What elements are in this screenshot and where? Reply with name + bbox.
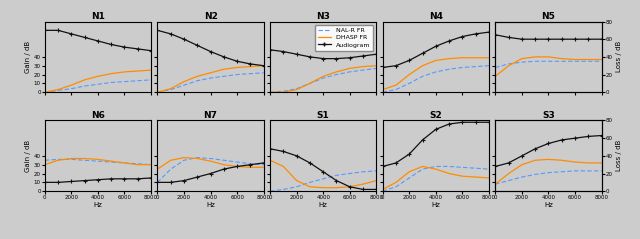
Title: S1: S1 [317, 111, 330, 120]
X-axis label: Hz: Hz [319, 202, 328, 208]
X-axis label: Hz: Hz [431, 202, 440, 208]
Title: S2: S2 [429, 111, 442, 120]
Title: N2: N2 [204, 12, 218, 21]
Y-axis label: Gain / dB: Gain / dB [25, 41, 31, 73]
Title: S3: S3 [542, 111, 555, 120]
Title: N6: N6 [91, 111, 105, 120]
Title: N5: N5 [541, 12, 556, 21]
Title: N1: N1 [91, 12, 105, 21]
Title: N7: N7 [204, 111, 218, 120]
Y-axis label: Loss / dB: Loss / dB [616, 140, 621, 171]
Y-axis label: Loss / dB: Loss / dB [616, 41, 621, 72]
X-axis label: Hz: Hz [206, 202, 215, 208]
Title: N3: N3 [316, 12, 330, 21]
X-axis label: Hz: Hz [93, 202, 102, 208]
Y-axis label: Gain / dB: Gain / dB [25, 140, 31, 172]
Legend: NAL-R FR, DHASP FR, Audiogram: NAL-R FR, DHASP FR, Audiogram [315, 25, 373, 51]
Title: N4: N4 [429, 12, 443, 21]
X-axis label: Hz: Hz [544, 202, 553, 208]
